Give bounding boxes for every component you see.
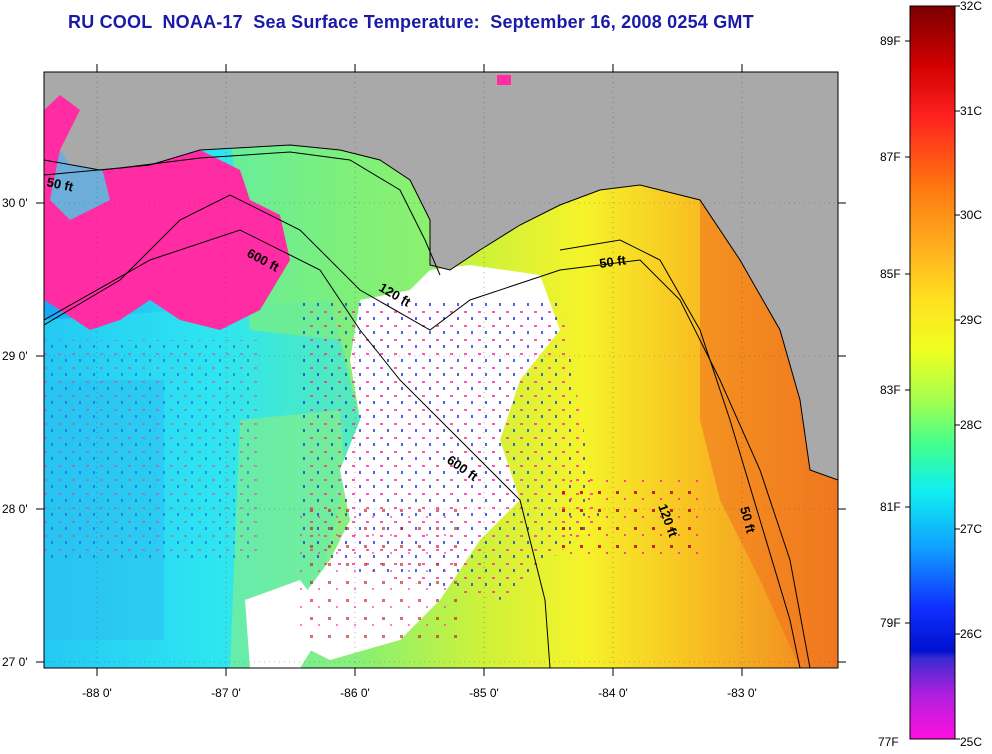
colorbar-c-label: 27C	[960, 522, 982, 536]
contour-label: 50 ft	[598, 252, 627, 271]
colorbar-c-label: 26C	[960, 627, 982, 641]
colorbar-c-label: 25C	[960, 735, 982, 749]
lon-label: -88 0'	[82, 686, 112, 700]
colorbar-f-label: 81F	[880, 500, 901, 514]
map-image	[44, 72, 838, 668]
colorbar-c-label: 31C	[960, 104, 982, 118]
lon-label: -86 0'	[340, 686, 370, 700]
color-bar	[909, 5, 956, 740]
contour-50ft-east	[559, 239, 801, 668]
land-mass	[44, 72, 838, 270]
contour-50ft-west	[44, 151, 441, 276]
colorbar-f-label: 77F	[878, 735, 899, 749]
colorbar-c-label: 30C	[960, 208, 982, 222]
contour-label: 50 ft	[737, 505, 759, 535]
coastline	[44, 144, 838, 481]
lat-label: 29 0'	[2, 349, 28, 363]
lat-label: 30 0'	[2, 196, 28, 210]
lon-label: -83 0'	[727, 686, 757, 700]
frame-ticks	[36, 64, 846, 676]
lon-label: -85 0'	[469, 686, 499, 700]
colorbar-f-label: 85F	[880, 267, 901, 281]
lat-label: 28 0'	[2, 502, 28, 516]
lat-label: 27 0'	[2, 655, 28, 669]
colorbar-f-label: 87F	[880, 150, 901, 164]
map-frame	[43, 71, 839, 669]
colorbar-c-label: 28C	[960, 418, 982, 432]
page-title: RU COOL NOAA-17 Sea Surface Temperature:…	[68, 12, 754, 32]
colorbar-c-label: 29C	[960, 313, 982, 327]
lon-label: -87 0'	[211, 686, 241, 700]
colorbar-c-label: 32C	[960, 0, 982, 13]
contour-600ft	[44, 229, 551, 668]
colorbar-f-label: 83F	[880, 383, 901, 397]
colorbar-f-label: 89F	[880, 34, 901, 48]
contour-120ft	[44, 194, 811, 668]
contour-label: 50 ft	[45, 174, 75, 194]
lon-label: -84 0'	[598, 686, 628, 700]
colorbar-f-label: 79F	[880, 616, 901, 630]
